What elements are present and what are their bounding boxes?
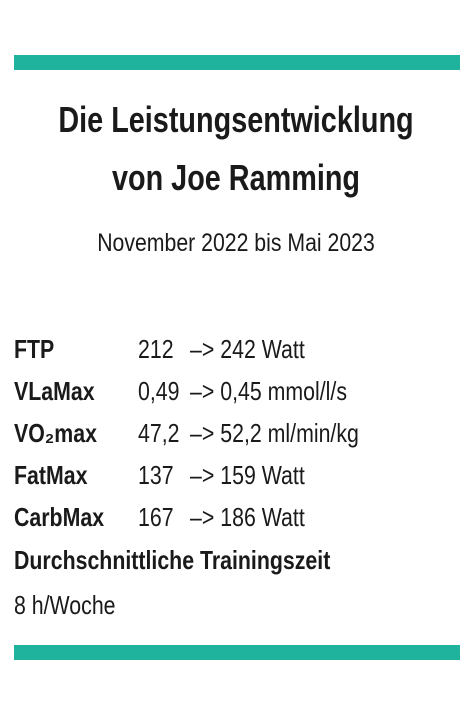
row-from: 167	[138, 502, 174, 532]
row-from: 47,2	[138, 418, 180, 448]
row-label: FatMax	[14, 460, 88, 490]
training-value: 8 h/Woche	[14, 590, 116, 620]
row-from: 0,49	[138, 376, 180, 406]
row-to: –> 52,2 ml/min/kg	[190, 418, 359, 448]
row-to: –> 242 Watt	[190, 334, 305, 364]
row-label: VLaMax	[14, 376, 95, 406]
top-rule	[14, 55, 460, 70]
row-from: 212	[138, 334, 174, 364]
title-line: von Joe Ramming	[111, 157, 361, 198]
bottom-rule	[14, 645, 460, 660]
training-label: Durchschnittliche Trainingszeit	[14, 545, 331, 575]
title-line: Die Leistungsentwicklung	[58, 99, 414, 140]
row-to: –> 0,45 mmol/l/s	[190, 376, 348, 406]
row-label: CarbMax	[14, 502, 105, 532]
subtitle: November 2022 bis Mai 2023	[97, 229, 375, 257]
row-from: 137	[138, 460, 174, 490]
row-to: –> 186 Watt	[190, 502, 305, 532]
row-label: VO₂max	[14, 418, 97, 448]
row-label: FTP	[14, 334, 55, 364]
row-to: –> 159 Watt	[190, 460, 305, 490]
